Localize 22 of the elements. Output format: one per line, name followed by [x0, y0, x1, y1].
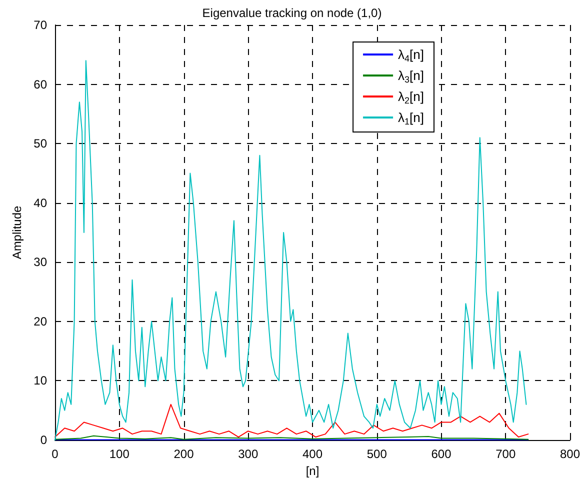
y-tick-label: 20 [34, 314, 48, 328]
y-tick-label: 70 [34, 18, 48, 32]
y-tick-label: 40 [34, 196, 48, 210]
x-tick-label: 800 [560, 447, 580, 461]
x-tick-label: 700 [496, 447, 516, 461]
x-tick-label: 0 [52, 447, 59, 461]
y-tick-label: 10 [34, 374, 48, 388]
y-tick-label: 50 [34, 136, 48, 151]
y-axis-title: Amplitude [10, 206, 24, 260]
x-tick-label: 400 [302, 447, 323, 461]
x-tick-label: 100 [109, 447, 130, 461]
x-tick-label: 500 [366, 447, 388, 461]
y-tick-label: 0 [40, 433, 48, 447]
x-tick-label: 600 [431, 447, 452, 461]
chart-title: Eigenvalue tracking on node (1,0) [202, 6, 382, 20]
y-tick-label: 30 [34, 255, 48, 270]
x-tick-label: 200 [174, 447, 194, 461]
x-tick-label: 300 [238, 447, 258, 461]
line-series [54, 404, 529, 438]
y-tick-label: 60 [34, 77, 48, 92]
x-axis-title: [n] [306, 464, 320, 478]
line-series [54, 60, 527, 440]
